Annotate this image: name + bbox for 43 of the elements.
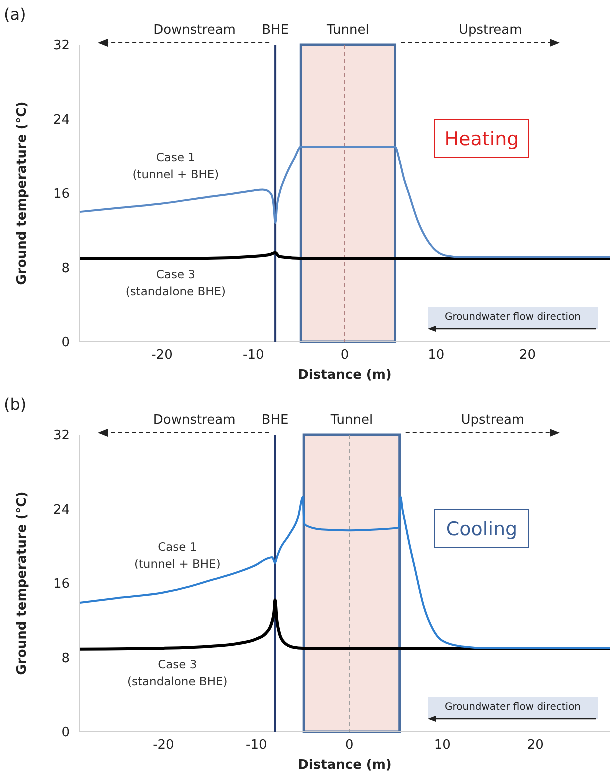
annotation: Heating (444, 128, 520, 151)
series-label: Case 1 (tunnel + BHE) (132, 150, 220, 182)
y-tick-label: 0 (62, 726, 70, 741)
annotation: Groundwater flow direction (444, 702, 582, 713)
x-tick-label: 10 (434, 738, 451, 753)
chart-title: (b) (4, 395, 27, 414)
x-tick-label: 0 (340, 348, 350, 363)
y-tick-label: 32 (53, 428, 70, 444)
x-tick-label: -20 (152, 348, 173, 363)
line-series (79, 496, 611, 650)
series-label: Case 1 (tunnel + BHE) (134, 540, 221, 571)
x-tick-label: 20 (527, 738, 544, 753)
y-tick-label: 24 (53, 502, 70, 518)
text: Downstream (154, 23, 236, 38)
chart-title: (a) (4, 5, 26, 24)
band-label: Tunnel (330, 413, 374, 428)
annotation: Cooling (446, 518, 518, 541)
text: Upstream (458, 23, 522, 38)
y-tick-label: 16 (53, 577, 70, 592)
series-label: Case 3 (standalone BHE) (126, 268, 226, 299)
text: Downstream (153, 413, 236, 428)
y-axis-title: Ground temperature (°C) (15, 102, 30, 286)
ref-line-label: BHE (262, 23, 290, 38)
x-tick-label: -20 (153, 738, 174, 753)
y-tick-label: 8 (62, 651, 70, 666)
band-label: Tunnel (326, 23, 370, 38)
y-tick-label: 0 (62, 336, 70, 351)
y-tick-label: 16 (53, 187, 70, 202)
x-axis-title: Distance (m) (298, 368, 392, 383)
y-tick-label: 24 (53, 112, 70, 128)
text: Upstream (461, 413, 525, 428)
ref-line-label: BHE (262, 413, 289, 428)
x-tick-label: -10 (243, 348, 264, 363)
x-tick-label: 0 (346, 738, 354, 753)
x-tick-label: 10 (428, 348, 445, 363)
annotation: Groundwater flow direction (444, 312, 582, 323)
y-tick-label: 32 (53, 38, 70, 54)
x-axis-title: Distance (m) (298, 758, 392, 773)
y-axis-title: Ground temperature (°C) (15, 492, 30, 676)
series-label: Case 3 (standalone BHE) (128, 658, 228, 689)
x-tick-label: 20 (519, 348, 536, 363)
x-tick-label: -10 (246, 738, 268, 753)
y-tick-label: 8 (62, 261, 70, 276)
